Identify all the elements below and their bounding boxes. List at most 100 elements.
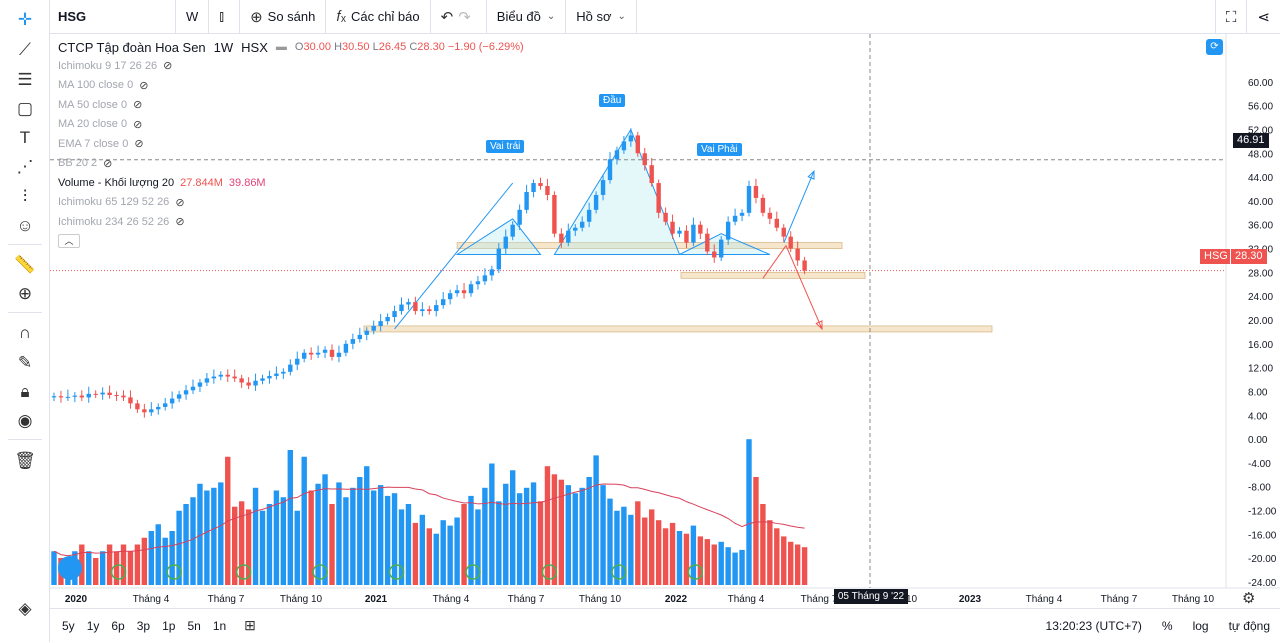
candle-body xyxy=(538,183,543,187)
undo-button[interactable]: ↶ ↷ xyxy=(431,0,487,34)
legend-main-row: CTCP Tập đoàn Hoa Sen 1W HSX ▬ O30.00 H3… xyxy=(58,38,524,56)
compare-button[interactable]: ⊕ So sánh xyxy=(240,0,327,34)
volume-bar xyxy=(454,517,460,585)
trendline-tool[interactable]: ⟋ xyxy=(13,38,37,62)
eye-crossed-icon[interactable]: ⊘ xyxy=(175,216,185,229)
eye-crossed-icon[interactable]: ⊘ xyxy=(139,79,149,92)
volume-bar xyxy=(669,522,676,585)
candle-body xyxy=(691,224,696,243)
eye-crossed-icon[interactable]: ⊘ xyxy=(133,99,143,112)
indicator-row[interactable]: MA 50 close 0 ⊘ xyxy=(58,95,524,115)
settings-button[interactable]: ⚙ xyxy=(1242,589,1255,607)
share-button[interactable]: ⋖ xyxy=(1246,0,1280,34)
layers-icon: ◈ xyxy=(18,599,32,618)
candle-body xyxy=(434,305,439,312)
volume-bar xyxy=(204,490,210,585)
fib-tool[interactable]: ☰ xyxy=(13,68,37,92)
redo-icon[interactable]: ↷ xyxy=(458,8,471,26)
auto-toggle[interactable]: tự động xyxy=(1228,619,1270,633)
eye-crossed-icon[interactable]: ⊘ xyxy=(175,196,185,209)
range-button[interactable]: 1p xyxy=(162,618,176,633)
clock-label[interactable]: 13:20:23 (UTC+7) xyxy=(1045,619,1142,633)
legend-dot-icon[interactable]: ▬ xyxy=(275,41,287,53)
range-button[interactable]: 5y xyxy=(62,618,75,633)
magnet-tool[interactable]: ∩ xyxy=(13,321,37,345)
x-tick-label: Tháng 10 xyxy=(1172,594,1215,605)
legend-interval: 1W xyxy=(213,39,234,55)
crosshair-date-tag: 05 Tháng 9 '22 xyxy=(834,589,908,604)
range-button[interactable]: 5n xyxy=(187,618,201,633)
volume-bar xyxy=(683,533,690,585)
bar-style-button[interactable]: ⫾ xyxy=(209,0,241,34)
candle-body xyxy=(559,233,564,243)
indicator-row[interactable]: BB 20 2 ⊘ xyxy=(58,154,524,174)
volume-bar xyxy=(489,463,495,585)
volume-bar xyxy=(197,483,203,585)
auto-scale-button[interactable]: ⟳ xyxy=(1206,39,1223,55)
volume-bar xyxy=(510,470,516,585)
candle-body xyxy=(767,212,773,219)
price-chart[interactable]: 60.0056.0052.0048.0044.0040.0036.0032.00… xyxy=(50,34,1280,608)
fullscreen-button[interactable]: ⛶ xyxy=(1214,0,1247,34)
range-button[interactable]: 3p xyxy=(136,618,151,633)
legend-exchange: HSX xyxy=(241,39,268,55)
candle-body xyxy=(649,165,654,184)
eye-crossed-icon[interactable]: ⊘ xyxy=(133,118,143,131)
indicator-row[interactable]: Ichimoku 65 129 52 26 ⊘ xyxy=(58,193,524,213)
volume-bar xyxy=(294,510,300,585)
eye-crossed-icon[interactable]: ⊘ xyxy=(134,138,144,151)
indicator-row[interactable]: MA 100 close 0 ⊘ xyxy=(58,76,524,96)
indicators-button[interactable]: 𝑓ₓ Các chỉ báo xyxy=(326,0,431,34)
remove-tool[interactable]: 🗑︎ xyxy=(13,449,37,473)
indicator-row[interactable]: EMA 7 close 0 ⊘ xyxy=(58,134,524,154)
stay-drawing-tool[interactable]: ✎ xyxy=(13,351,37,375)
right-shoulder-label[interactable]: Vai Phải xyxy=(697,143,742,156)
candle-body xyxy=(781,227,786,237)
percent-toggle[interactable]: % xyxy=(1161,619,1173,633)
indicator-row[interactable]: MA 20 close 0 ⊘ xyxy=(58,115,524,135)
top-right-tools: ⛶ ⋖ xyxy=(1214,0,1280,34)
legend-collapse-button[interactable]: ︿ xyxy=(58,233,80,248)
text-tool[interactable]: T xyxy=(13,126,37,150)
drawing-toolbar: ✛ ⟋ ☰ ▢ T ⋰ ⫶ ☺ 📏 ⊕ ∩ ✎ 🔒︎ ◉ 🗑︎ ◈ xyxy=(0,0,50,642)
volume-bar xyxy=(273,490,280,585)
range-button[interactable]: 1n xyxy=(212,618,227,633)
left-shoulder-label[interactable]: Vai trái xyxy=(486,140,525,153)
candle-body xyxy=(427,309,432,312)
volume-bar xyxy=(99,551,106,585)
hide-tool[interactable]: ◉ xyxy=(13,409,37,433)
prediction-tool[interactable]: ⫶ xyxy=(13,185,37,209)
shape-tool[interactable]: ▢ xyxy=(13,97,37,121)
candle-body xyxy=(795,248,800,261)
crosshair-tool[interactable]: ✛ xyxy=(13,8,37,32)
object-tree-tool[interactable]: ◈ xyxy=(13,597,37,621)
interval-button[interactable]: W xyxy=(176,0,210,34)
candle-body xyxy=(705,233,710,252)
icon-tool[interactable]: ☺ xyxy=(13,214,37,238)
candle-body xyxy=(503,236,508,249)
head-label[interactable]: Đầu xyxy=(599,94,626,107)
volume-bar xyxy=(565,485,571,585)
eye-crossed-icon[interactable]: ⊘ xyxy=(103,157,113,170)
date-range-button[interactable]: ⊞ xyxy=(244,617,256,634)
candle-body xyxy=(93,393,98,395)
bottom-right-controls: 13:20:23 (UTC+7) % log tự động xyxy=(1036,609,1280,643)
zoom-tool[interactable]: ⊕ xyxy=(13,282,37,306)
volume-bar xyxy=(676,531,683,585)
symbol-search-button[interactable]: HSG xyxy=(48,0,176,34)
x-tick-label: Tháng 4 xyxy=(1026,594,1063,605)
pattern-tool[interactable]: ⋰ xyxy=(13,155,37,179)
bullish-arrow xyxy=(783,170,815,243)
x-tick-label: 2023 xyxy=(959,594,982,605)
ruler-tool[interactable]: 📏 xyxy=(13,253,37,277)
chart-type-button[interactable]: Biểu đồ ⌄ xyxy=(487,0,567,34)
eye-crossed-icon[interactable]: ⊘ xyxy=(163,60,173,73)
profile-button[interactable]: Hồ sơ ⌄ xyxy=(566,0,637,34)
lock-tool[interactable]: 🔒︎ xyxy=(13,380,37,404)
range-button[interactable]: 6p xyxy=(111,618,125,633)
log-toggle[interactable]: log xyxy=(1192,619,1209,633)
candle-body xyxy=(677,230,682,234)
range-button[interactable]: 1y xyxy=(86,618,100,633)
indicator-row[interactable]: Ichimoku 9 17 26 26 ⊘ xyxy=(58,56,524,76)
indicator-row[interactable]: Ichimoku 234 26 52 26 ⊘ xyxy=(58,212,524,232)
